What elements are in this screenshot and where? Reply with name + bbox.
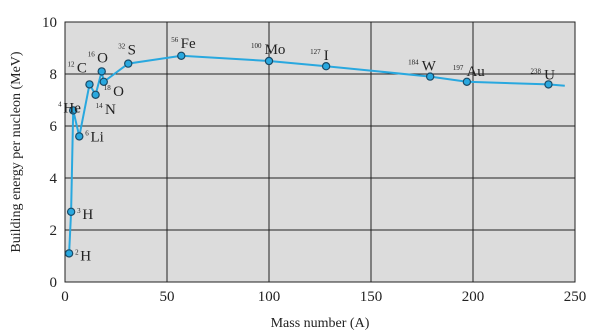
y-tick-label: 6 [50, 119, 58, 135]
data-point-100-mo [264, 56, 274, 66]
element-symbol: Fe [181, 36, 196, 52]
data-point-184-w [425, 72, 435, 81]
x-tick-label: 100 [258, 289, 281, 305]
x-tick-label: 50 [160, 289, 175, 305]
element-label-56fe: 56 Fe [171, 36, 196, 52]
element-symbol: H [80, 248, 91, 264]
y-tick-label: 10 [42, 15, 57, 31]
mass-number: 56 [171, 36, 179, 44]
mass-number: 12 [67, 60, 75, 68]
data-point-3-h [66, 207, 76, 216]
y-tick-label: 0 [50, 275, 58, 291]
element-symbol: O [113, 84, 124, 100]
element-symbol: H [82, 207, 93, 223]
element-symbol: S [128, 43, 136, 59]
element-label-238u: 238 U [530, 67, 555, 83]
data-point-2-h [64, 249, 74, 258]
element-symbol: He [63, 100, 81, 116]
data-point-127-i [321, 61, 331, 71]
element-symbol: I [324, 48, 329, 64]
data-point-56-fe [177, 51, 186, 61]
data-point-14-n [91, 90, 100, 100]
binding-energy-curve [68, 54, 565, 254]
data-point-12-c [85, 80, 94, 89]
data-points [64, 51, 553, 258]
element-label-6li: 6 Li [85, 129, 104, 145]
data-point-197-au [462, 77, 472, 87]
y-tick-label: 8 [50, 67, 58, 83]
element-label-12c: 12 C [67, 60, 86, 76]
data-point-16-o [97, 67, 106, 76]
data-point-32-s [124, 59, 133, 68]
mass-number: 14 [96, 102, 104, 110]
mass-number: 2 [75, 248, 79, 256]
x-tick-label: 200 [462, 289, 485, 305]
mass-number: 100 [251, 42, 262, 50]
x-tick-label: 0 [61, 289, 69, 305]
mass-number: 197 [453, 64, 464, 72]
element-symbol: U [544, 67, 555, 83]
mass-number: 18 [104, 84, 112, 92]
element-symbol: Mo [265, 42, 286, 58]
element-label-4he: 4 He [58, 100, 81, 116]
data-point-18-o [99, 77, 108, 87]
x-axis-title: Mass number (A) [271, 316, 370, 331]
element-label-32s: 32 S [118, 43, 136, 59]
y-axis-title: Building energy per nucleon (MeV) [9, 51, 24, 252]
mass-number: 4 [58, 100, 62, 108]
element-symbol: C [77, 60, 87, 76]
data-point-4-he [68, 106, 78, 115]
mass-number: 238 [530, 67, 541, 75]
element-symbol: N [105, 102, 116, 118]
y-tick-label: 4 [50, 171, 58, 187]
mass-number: 127 [310, 48, 321, 56]
x-tick-labels: 0 50 100 150 200 250 [61, 289, 586, 305]
element-label-197au: 197 Au [453, 64, 485, 80]
mass-number: 16 [88, 50, 96, 58]
element-symbol: O [97, 50, 108, 66]
x-tick-label: 250 [564, 289, 587, 305]
y-tick-labels: 0 2 4 6 8 10 [42, 15, 58, 291]
mass-number: 184 [408, 59, 419, 67]
element-label-127i: 127 I [310, 48, 329, 64]
element-symbol: Li [90, 129, 103, 145]
element-label-100mo: 100 Mo [251, 42, 285, 58]
y-tick-label: 2 [50, 223, 58, 239]
element-symbol: W [422, 59, 437, 75]
element-label-18o: 18 O [104, 84, 124, 100]
x-tick-label: 150 [360, 289, 383, 305]
mass-number: 32 [118, 43, 126, 51]
element-symbol: Au [466, 64, 485, 80]
mass-number: 3 [77, 207, 81, 215]
element-label-16o: 16 O [88, 50, 108, 66]
element-label-184w: 184 W [408, 59, 437, 75]
data-point-238-u [544, 80, 553, 89]
plot-frame [64, 21, 576, 283]
data-point-6-li [75, 132, 84, 141]
element-label-14n: 14 N [96, 102, 116, 118]
mass-number: 6 [85, 129, 89, 137]
